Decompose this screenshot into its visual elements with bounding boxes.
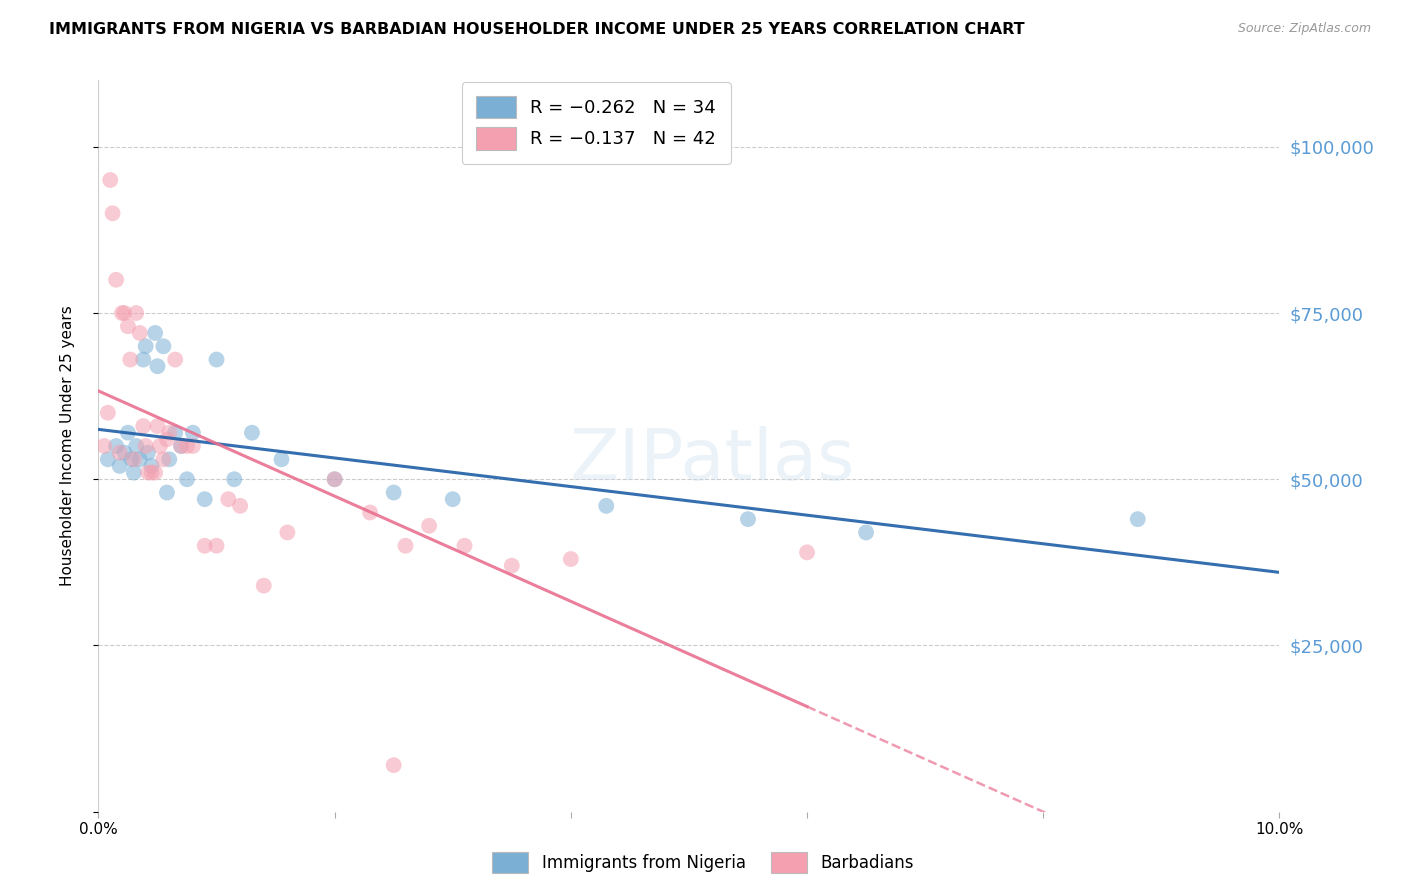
Point bbox=[149, 439, 172, 453]
Point bbox=[93, 439, 115, 453]
Point bbox=[121, 452, 143, 467]
Point bbox=[136, 445, 159, 459]
Point bbox=[170, 439, 193, 453]
Point bbox=[122, 452, 145, 467]
Point bbox=[270, 452, 292, 467]
Point bbox=[181, 425, 204, 440]
Point bbox=[101, 206, 124, 220]
Point bbox=[135, 439, 157, 453]
Point bbox=[156, 433, 179, 447]
Point bbox=[359, 506, 381, 520]
Text: IMMIGRANTS FROM NIGERIA VS BARBADIAN HOUSEHOLDER INCOME UNDER 25 YEARS CORRELATI: IMMIGRANTS FROM NIGERIA VS BARBADIAN HOU… bbox=[49, 22, 1025, 37]
Point bbox=[595, 499, 617, 513]
Point bbox=[143, 466, 166, 480]
Point bbox=[152, 452, 174, 467]
Point bbox=[141, 466, 163, 480]
Point bbox=[796, 545, 818, 559]
Point bbox=[1126, 512, 1149, 526]
Point bbox=[205, 352, 228, 367]
Point bbox=[170, 439, 193, 453]
Point bbox=[229, 499, 252, 513]
Point bbox=[382, 485, 405, 500]
Point bbox=[120, 352, 142, 367]
Point bbox=[217, 492, 239, 507]
Point bbox=[394, 539, 416, 553]
Point bbox=[157, 425, 180, 440]
Point bbox=[105, 439, 128, 453]
Point bbox=[122, 466, 145, 480]
Point bbox=[97, 452, 120, 467]
Point bbox=[98, 173, 121, 187]
Point bbox=[97, 406, 120, 420]
Point bbox=[146, 359, 169, 374]
Point bbox=[176, 439, 198, 453]
Point bbox=[111, 306, 134, 320]
Point bbox=[501, 558, 523, 573]
Point bbox=[205, 539, 228, 553]
Point bbox=[141, 458, 163, 473]
Point bbox=[382, 758, 405, 772]
Point bbox=[112, 445, 135, 459]
Point bbox=[128, 326, 150, 340]
Point bbox=[125, 306, 148, 320]
Point bbox=[253, 579, 276, 593]
Point bbox=[855, 525, 877, 540]
Point bbox=[136, 466, 159, 480]
Point bbox=[240, 425, 263, 440]
Point bbox=[323, 472, 346, 486]
Text: Source: ZipAtlas.com: Source: ZipAtlas.com bbox=[1237, 22, 1371, 36]
Point bbox=[224, 472, 246, 486]
Point bbox=[117, 319, 139, 334]
Point bbox=[135, 339, 157, 353]
Point bbox=[194, 539, 217, 553]
Point bbox=[108, 445, 131, 459]
Point bbox=[112, 306, 135, 320]
Point bbox=[176, 472, 198, 486]
Point bbox=[276, 525, 298, 540]
Legend: Immigrants from Nigeria, Barbadians: Immigrants from Nigeria, Barbadians bbox=[485, 846, 921, 880]
Point bbox=[108, 458, 131, 473]
Point bbox=[194, 492, 217, 507]
Point bbox=[157, 452, 180, 467]
Point bbox=[128, 452, 150, 467]
Point bbox=[418, 518, 440, 533]
Point bbox=[560, 552, 582, 566]
Point bbox=[117, 425, 139, 440]
Y-axis label: Householder Income Under 25 years: Householder Income Under 25 years bbox=[60, 306, 75, 586]
Point bbox=[156, 485, 179, 500]
Text: ZIPatlas: ZIPatlas bbox=[569, 426, 855, 495]
Point bbox=[143, 326, 166, 340]
Point bbox=[737, 512, 759, 526]
Point bbox=[105, 273, 128, 287]
Point bbox=[165, 425, 187, 440]
Point bbox=[453, 539, 475, 553]
Legend: R = −0.262   N = 34, R = −0.137   N = 42: R = −0.262 N = 34, R = −0.137 N = 42 bbox=[461, 82, 731, 164]
Point bbox=[152, 339, 174, 353]
Point bbox=[125, 439, 148, 453]
Point bbox=[181, 439, 204, 453]
Point bbox=[146, 419, 169, 434]
Point bbox=[441, 492, 464, 507]
Point bbox=[165, 352, 187, 367]
Point bbox=[323, 472, 346, 486]
Point bbox=[132, 419, 155, 434]
Point bbox=[132, 352, 155, 367]
